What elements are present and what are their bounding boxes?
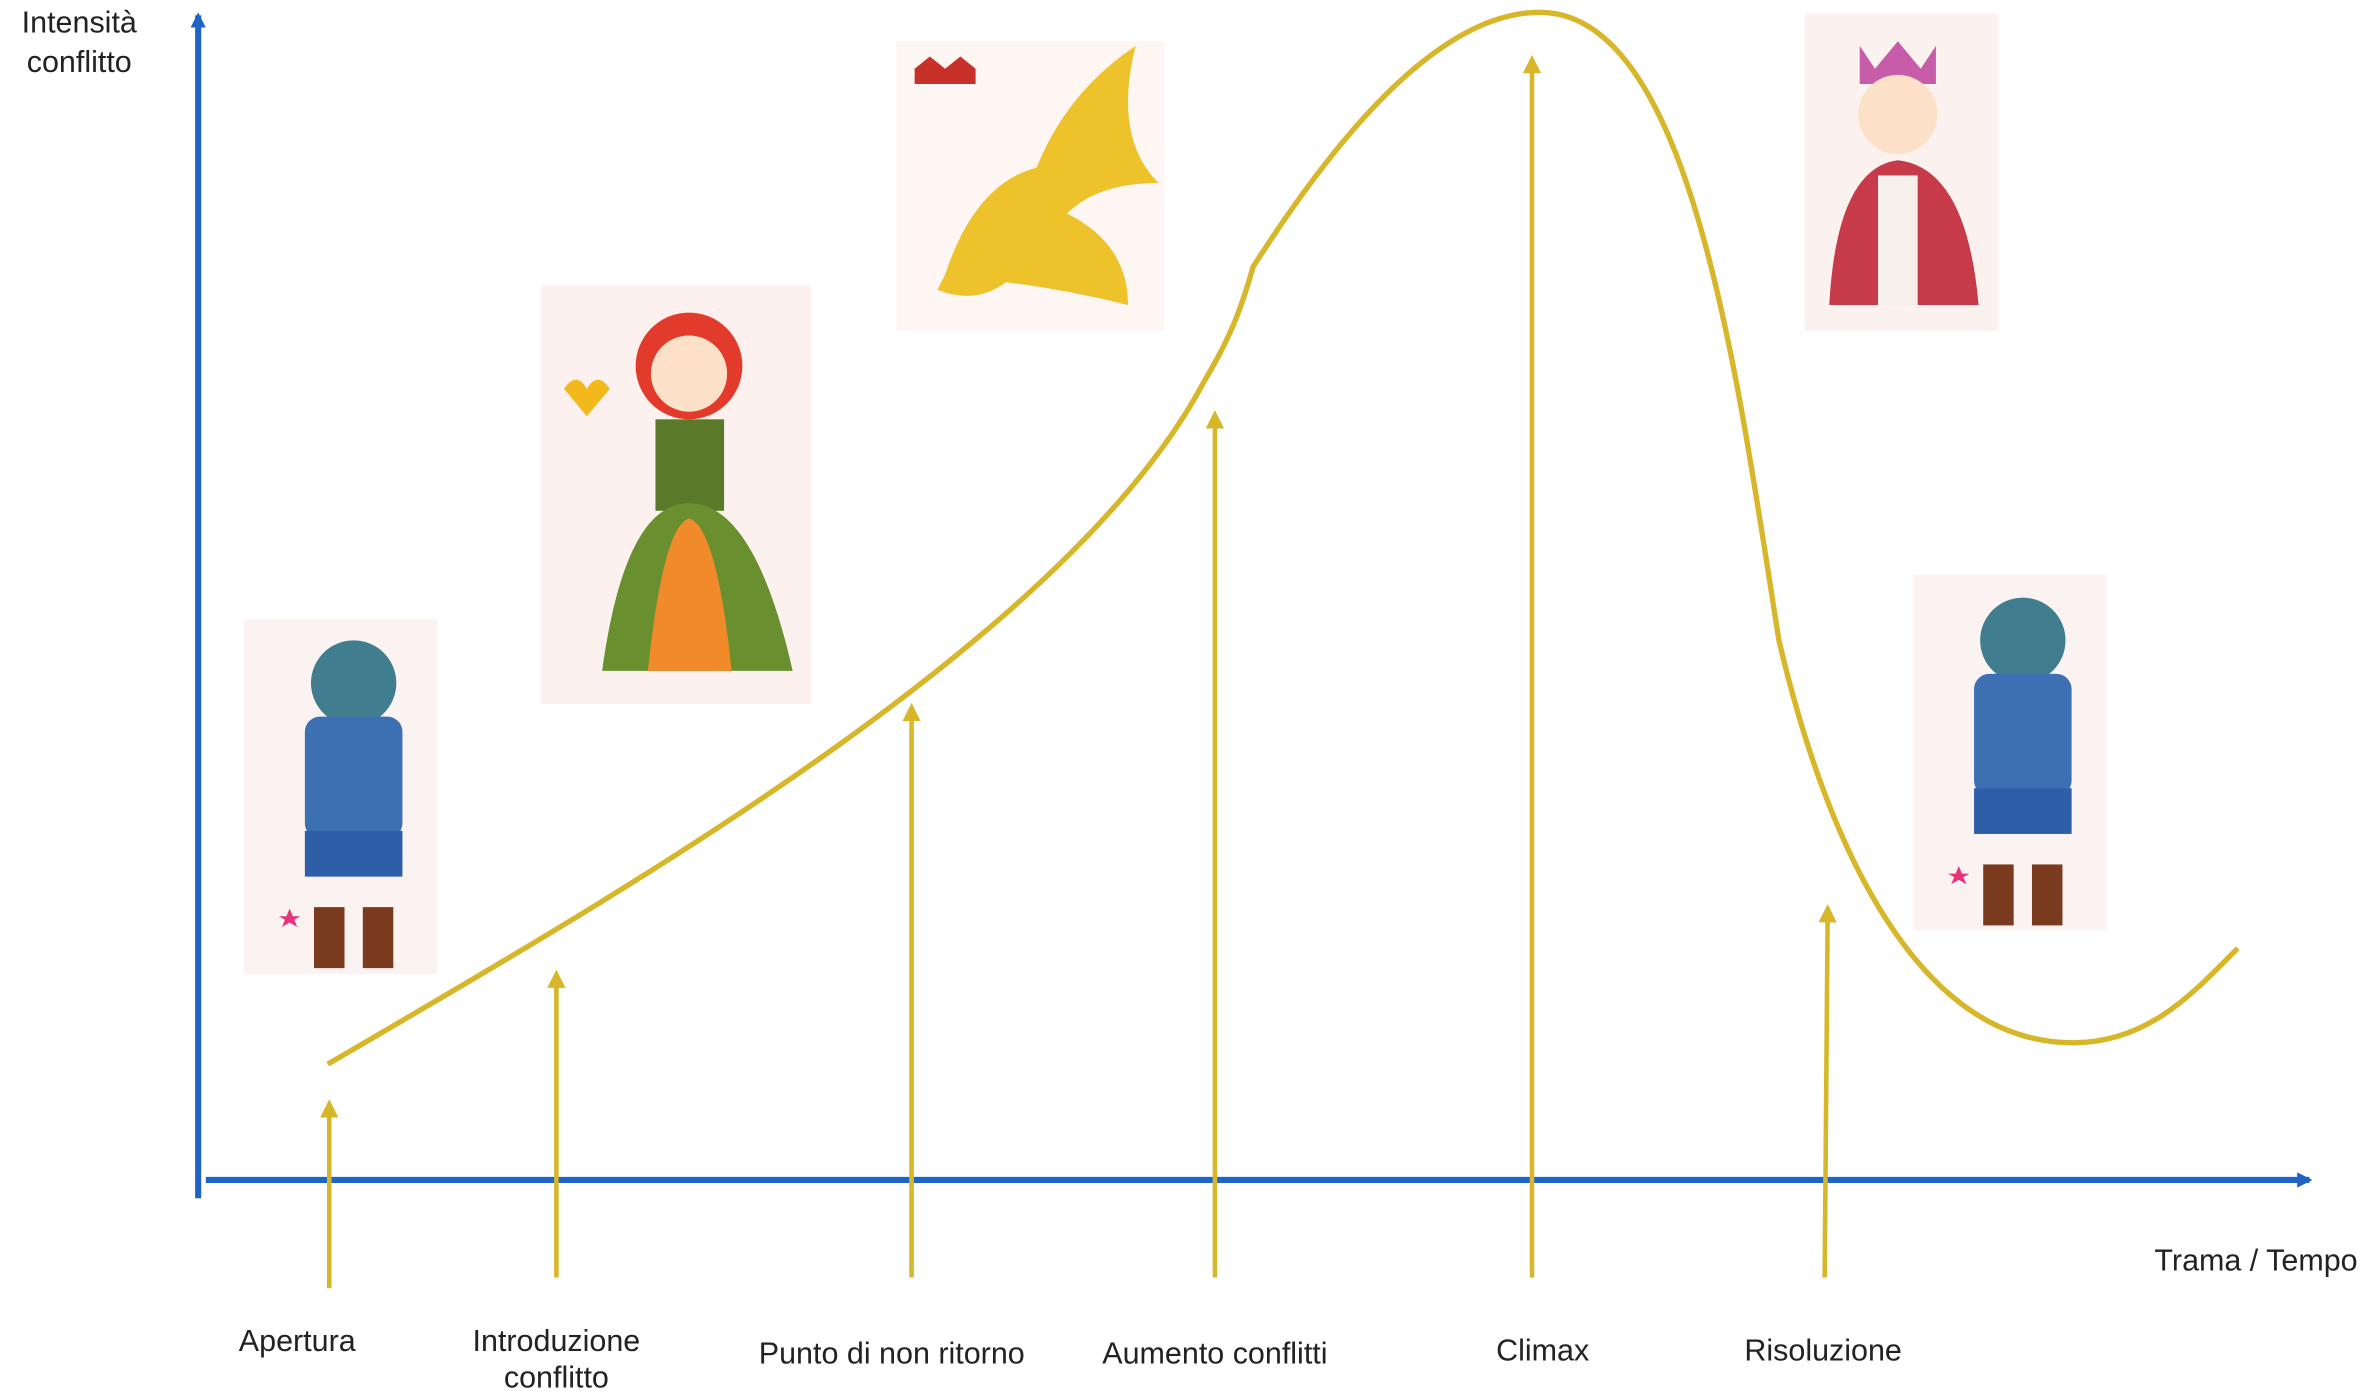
stage-label: Punto di non ritorno (759, 1336, 1025, 1370)
picture-princess (541, 285, 811, 704)
stage-label: Apertura (239, 1324, 356, 1358)
picture-knight (1913, 575, 2107, 930)
y-axis-label: conflitto (27, 45, 132, 79)
page: {"axes": {"y_label": ["Intensità", "conf… (0, 0, 2378, 1392)
story-arc-diagram: Intensità conflitto Trama / Tempo Apertu… (0, 0, 2378, 1392)
stage-label: Aumento conflitti (1102, 1336, 1327, 1370)
stage-label: Risoluzione (1744, 1333, 1902, 1367)
picture-king (1805, 14, 1999, 331)
stage-label: Introduzione (473, 1324, 641, 1358)
stage-label: conflitto (504, 1361, 609, 1392)
picture-knight (244, 619, 438, 974)
picture-dragon (896, 41, 1164, 331)
stage-arrow (1825, 909, 1828, 1278)
y-axis-label: Intensità (22, 6, 137, 40)
stage-label: Climax (1496, 1333, 1589, 1367)
x-axis-label: Trama / Tempo (2154, 1243, 2357, 1277)
